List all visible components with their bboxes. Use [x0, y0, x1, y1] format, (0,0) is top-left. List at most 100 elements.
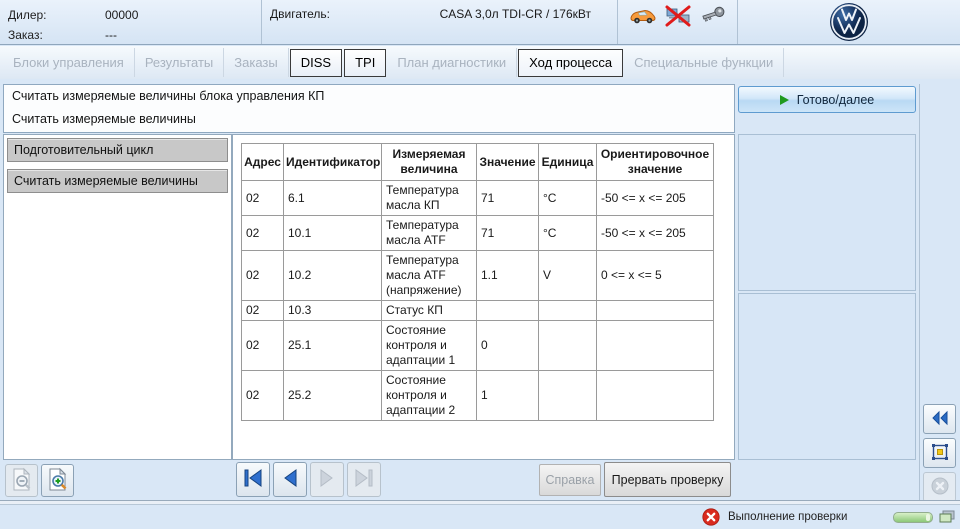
- table-cell: 10.3: [283, 300, 382, 321]
- process-message: Считать измеряемые величины блока управл…: [12, 89, 325, 103]
- table-cell: Температура масла ATF: [381, 215, 477, 251]
- abort-test-button[interactable]: Прервать проверку: [604, 462, 731, 497]
- skip-to-end-icon: [352, 466, 376, 493]
- dealer-value: 00000: [105, 8, 139, 22]
- column-header: Адрес: [241, 143, 284, 181]
- tab-1: Блоки управления: [3, 48, 135, 77]
- table-cell: Состояние контроля и адаптации 2: [381, 370, 477, 421]
- table-cell: -50 <= x <= 205: [596, 215, 714, 251]
- table-row: 02 10.2 Температура масла ATF (напряжение)…: [241, 250, 714, 301]
- right-empty-box-bottom: [738, 293, 916, 460]
- table-cell: Состояние контроля и адаптации 1: [381, 320, 477, 371]
- order-value: ---: [105, 28, 117, 42]
- engine-label: Двигатель:: [270, 7, 330, 21]
- table-cell: Температура масла ATF (напряжение): [381, 250, 477, 301]
- table-cell: 02: [241, 180, 284, 216]
- table-cell: 71: [476, 180, 539, 216]
- document-zoom-out-icon: [11, 467, 33, 495]
- vw-logo: [829, 2, 869, 45]
- connection-lost-icon: [664, 5, 692, 30]
- measured-values-panel: Адрес Идентификатор Измеряемая величина Зна…: [232, 134, 735, 460]
- next-page-button: [310, 462, 344, 497]
- tab-bar: Блоки управления Результаты Заказы DISS TPI П…: [0, 46, 960, 79]
- brand-section: [738, 0, 960, 44]
- table-cell: 02: [241, 370, 284, 421]
- skip-to-start-icon: [241, 466, 265, 493]
- tab-6: План диагностики: [387, 48, 518, 77]
- table-cell: [538, 370, 597, 421]
- table-cell: [538, 320, 597, 371]
- status-bar: Выполнение проверки: [0, 505, 960, 529]
- tab-4[interactable]: DISS: [289, 48, 343, 77]
- column-header: Значение: [476, 143, 539, 181]
- tab-3: Заказы: [224, 48, 289, 77]
- previous-page-button[interactable]: [273, 462, 307, 497]
- dealer-label: Дилер:: [8, 8, 47, 22]
- status-text: Выполнение проверки: [728, 511, 848, 523]
- dealer-order-section: Дилер: 00000 Заказ: ---: [0, 0, 262, 44]
- table-cell: °C: [538, 215, 597, 251]
- snapshot-button[interactable]: [923, 438, 956, 468]
- first-page-button[interactable]: [236, 462, 270, 497]
- car-icon: [629, 5, 657, 30]
- table-cell: 0 <= x <= 5: [596, 250, 714, 301]
- circle-x-icon: [930, 476, 950, 499]
- table-cell: 02: [241, 250, 284, 301]
- engine-value: CASA 3,0л TDI-CR / 176кВт: [439, 7, 591, 21]
- help-label: Справка: [545, 473, 595, 487]
- abort-label: Прервать проверку: [611, 472, 724, 487]
- help-button: Справка: [539, 464, 601, 496]
- table-cell: [596, 300, 714, 321]
- tab-2: Результаты: [135, 48, 225, 77]
- table-cell: 1.1: [476, 250, 539, 301]
- statusbar-divider: [0, 500, 960, 505]
- key-icon: [699, 5, 727, 28]
- table-cell: °C: [538, 180, 597, 216]
- table-cell: [596, 370, 714, 421]
- progress-indicator: [893, 512, 933, 523]
- table-row: 02 6.1 Температура масла КП 71 °C -50 <= x <=…: [241, 180, 714, 216]
- windows-cascade-icon[interactable]: [939, 510, 955, 527]
- table-cell: 25.2: [283, 370, 382, 421]
- document-zoom-in-icon: [47, 467, 69, 495]
- table-cell: [596, 320, 714, 371]
- tab-7[interactable]: Ход процесса: [518, 48, 624, 77]
- sidebar-step-item[interactable]: Подготовительный цикл: [7, 138, 228, 162]
- error-icon: [702, 508, 720, 529]
- play-icon: [779, 94, 789, 105]
- ready-next-button[interactable]: Готово/далее: [738, 86, 916, 113]
- arrow-left-icon: [278, 466, 302, 493]
- table-cell: 02: [241, 215, 284, 251]
- target-frame-icon: [930, 442, 950, 465]
- table-cell: 6.1: [283, 180, 382, 216]
- collapse-panel-button[interactable]: [923, 404, 956, 434]
- table-cell: 71: [476, 215, 539, 251]
- column-header: Ориентировочное значение: [596, 143, 714, 181]
- table-cell: Статус КП: [381, 300, 477, 321]
- right-empty-box-top: [738, 134, 916, 291]
- table-header-row: Адрес Идентификатор Измеряемая величина Зна…: [241, 143, 714, 181]
- test-steps-sidebar: Подготовительный цикл Считать измеряемые …: [3, 134, 232, 460]
- process-message-panel: Считать измеряемые величины блока управл…: [3, 84, 735, 133]
- table-cell: 0: [476, 320, 539, 371]
- engine-section: Двигатель: CASA 3,0л TDI-CR / 176кВт: [262, 0, 618, 44]
- table-row: 02 10.1 Температура масла ATF 71 °C -50 <= x …: [241, 215, 714, 251]
- table-cell: [538, 300, 597, 321]
- measured-values-table: Адрес Идентификатор Измеряемая величина Зна…: [241, 143, 714, 421]
- stop-button: [923, 472, 956, 502]
- arrow-right-icon: [315, 466, 339, 493]
- double-chevron-left-icon: [929, 409, 951, 430]
- table-cell: Температура масла КП: [381, 180, 477, 216]
- ready-next-label: Готово/далее: [796, 92, 875, 107]
- tab-5[interactable]: TPI: [344, 48, 387, 77]
- table-cell: [476, 300, 539, 321]
- table-cell: 02: [241, 300, 284, 321]
- zoom-in-button[interactable]: [41, 464, 74, 497]
- table-cell: V: [538, 250, 597, 301]
- tab-8: Специальные функции: [624, 48, 785, 77]
- sidebar-step-item[interactable]: Считать измеряемые величины: [7, 169, 228, 193]
- table-cell: 02: [241, 320, 284, 371]
- table-cell: -50 <= x <= 205: [596, 180, 714, 216]
